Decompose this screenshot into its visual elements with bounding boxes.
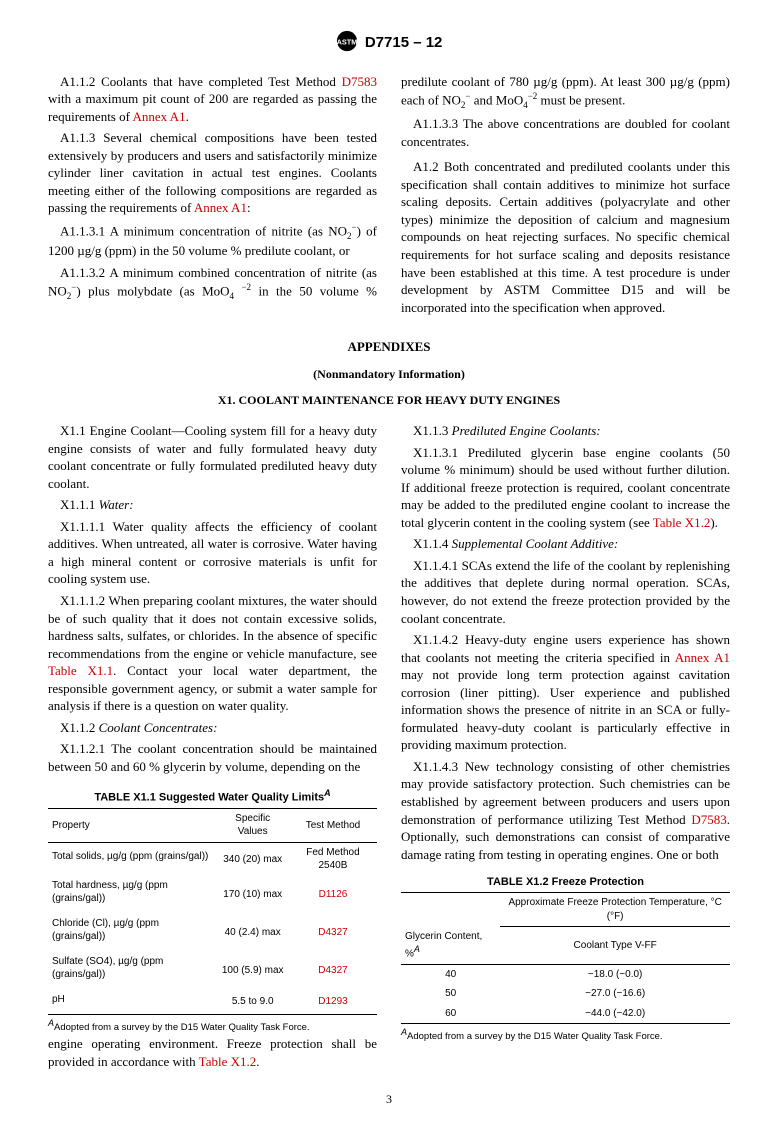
para-x1111: X1.1.1.1 Water quality affects the effic…: [48, 518, 377, 588]
th: Glycerin Content, %A: [401, 927, 500, 965]
test-method-cell[interactable]: D1126: [289, 876, 377, 914]
link-d7583-2[interactable]: D7583: [691, 812, 726, 827]
appendix-heading: APPENDIXES: [48, 338, 730, 356]
th: Property: [48, 808, 216, 842]
table-row: 50−27.0 (−16.6): [401, 984, 730, 1004]
table-x11-title: TABLE X1.1 Suggested Water Quality Limit…: [48, 787, 377, 806]
table-x11: Property Specific Values Test Method Tot…: [48, 808, 377, 1016]
table-x12: Approximate Freeze Protection Temperatur…: [401, 892, 730, 1024]
test-method-cell[interactable]: D4327: [289, 914, 377, 952]
table-x11-footnote: AAdopted from a survey by the D15 Water …: [48, 1017, 377, 1035]
table-x12-title: TABLE X1.2 Freeze Protection: [401, 875, 730, 890]
page-header: ASTM D7715 – 12: [48, 30, 730, 57]
link-annex-a1-3[interactable]: Annex A1: [675, 650, 730, 665]
top-two-column: A1.1.2 Coolants that have completed Test…: [48, 73, 730, 317]
link-table-x11[interactable]: Table X1.1: [48, 663, 113, 678]
table-row: pH5.5 to 9.0D1293: [48, 990, 377, 1015]
para-a1133: A1.1.3.3 The above concentrations are do…: [401, 115, 730, 150]
para-x113: X1.1.3 Prediluted Engine Coolants:: [401, 422, 730, 440]
para-x1141: X1.1.4.1 SCAs extend the life of the coo…: [401, 557, 730, 627]
para-a113: A1.1.3 Several chemical compositions hav…: [48, 129, 377, 217]
th: Test Method: [289, 808, 377, 842]
para-x111: X1.1.1 Water:: [48, 496, 377, 514]
appendix-section: X1. COOLANT MAINTENANCE FOR HEAVY DUTY E…: [48, 392, 730, 408]
para-a1131: A1.1.3.1 A minimum concentration of nitr…: [48, 221, 377, 260]
table-x11-wrap: TABLE X1.1 Suggested Water Quality Limit…: [48, 787, 377, 1035]
test-method-cell: Fed Method 2540B: [289, 842, 377, 876]
link-d7583[interactable]: D7583: [342, 74, 377, 89]
para-a112: A1.1.2 Coolants that have completed Test…: [48, 73, 377, 126]
table-x12-footnote: AAdopted from a survey by the D15 Water …: [401, 1026, 730, 1044]
astm-logo: ASTM: [336, 30, 358, 57]
th: Specific Values: [216, 808, 288, 842]
table-row: 40−18.0 (−0.0): [401, 964, 730, 984]
table-row: Total solids, µg/g (ppm (grains/gal))340…: [48, 842, 377, 876]
test-method-cell[interactable]: D1293: [289, 990, 377, 1015]
page-number: 3: [48, 1091, 730, 1107]
link-table-x12-2[interactable]: Table X1.2: [653, 515, 711, 530]
para-x1143: X1.1.4.3 New technology consisting of ot…: [401, 758, 730, 863]
para-x112: X1.1.2 Coolant Concentrates:: [48, 719, 377, 737]
para-x11: X1.1 Engine Coolant—Cooling system fill …: [48, 422, 377, 492]
table-x12-wrap: TABLE X1.2 Freeze Protection Approximate…: [401, 875, 730, 1044]
th: Coolant Type V-FF: [500, 927, 730, 965]
para-a12: A1.2 Both concentrated and prediluted co…: [401, 158, 730, 316]
table-row: Chloride (Cl), µg/g (ppm (grains/gal))40…: [48, 914, 377, 952]
link-annex-a1-2[interactable]: Annex A1: [194, 200, 247, 215]
table-row: Sulfate (SO4), µg/g (ppm (grains/gal))10…: [48, 952, 377, 990]
para-x1112: X1.1.1.2 When preparing coolant mixtures…: [48, 592, 377, 715]
para-x1131: X1.1.3.1 Prediluted glycerin base engine…: [401, 444, 730, 532]
table-row: Total hardness, µg/g (ppm (grains/gal))1…: [48, 876, 377, 914]
para-x1142: X1.1.4.2 Heavy-duty engine users experie…: [401, 631, 730, 754]
body-two-column: X1.1 Engine Coolant—Cooling system fill …: [48, 422, 730, 1070]
th: Approximate Freeze Protection Temperatur…: [500, 893, 730, 927]
link-table-x12[interactable]: Table X1.2: [199, 1054, 257, 1069]
appendix-sub: (Nonmandatory Information): [48, 366, 730, 382]
table-row: 60−44.0 (−42.0): [401, 1004, 730, 1024]
para-x114: X1.1.4 Supplemental Coolant Additive:: [401, 535, 730, 553]
para-x1121a: X1.1.2.1 The coolant concentration shoul…: [48, 740, 377, 775]
svg-text:ASTM: ASTM: [336, 38, 357, 47]
test-method-cell[interactable]: D4327: [289, 952, 377, 990]
designation: D7715 – 12: [365, 33, 443, 53]
link-annex-a1[interactable]: Annex A1: [132, 109, 185, 124]
